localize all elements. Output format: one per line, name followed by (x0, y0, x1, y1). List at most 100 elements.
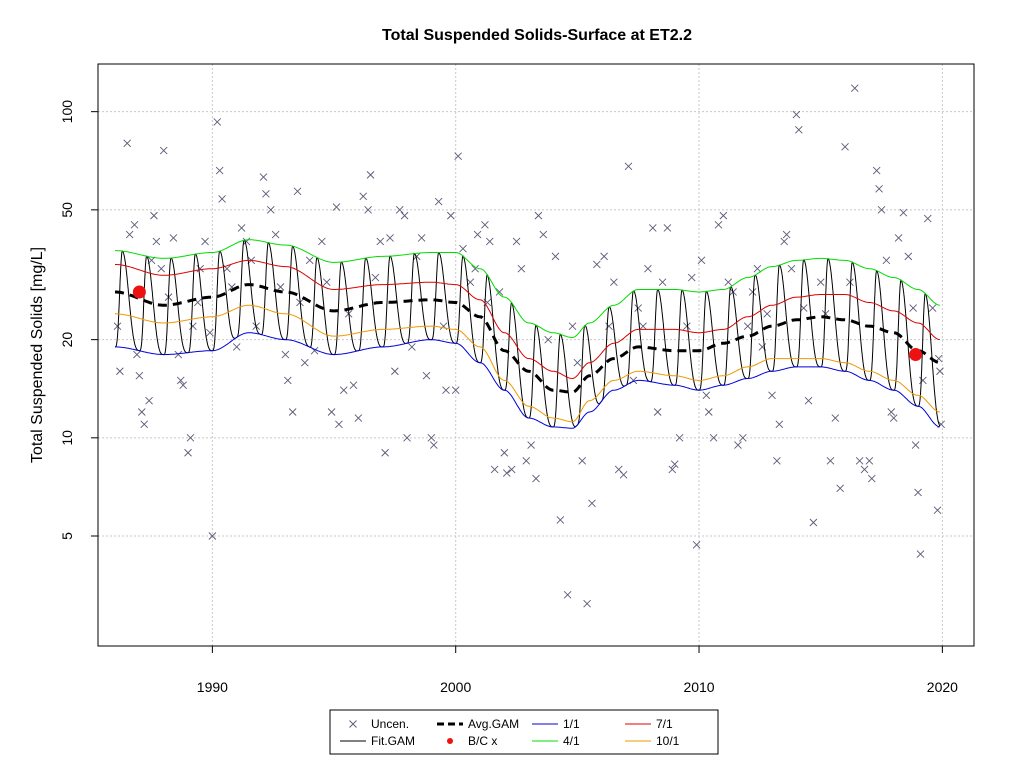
uncensored-point (442, 386, 450, 394)
fit-gam-line (115, 239, 941, 428)
uncensored-point (928, 304, 937, 312)
uncensored-point (714, 220, 723, 229)
uncensored-point (860, 465, 869, 474)
uncensored-point (266, 206, 275, 214)
legend-label: 4/1 (563, 734, 580, 748)
uncensored-point (133, 350, 141, 359)
uncensored-point (875, 185, 883, 193)
uncensored-point (371, 273, 380, 282)
grid-lines (98, 64, 974, 646)
uncensored-point (882, 256, 891, 265)
uncensored-point (517, 264, 526, 273)
legend-label: B/C x (468, 734, 497, 748)
uncensored-point (573, 358, 582, 367)
uncensored-point (724, 278, 733, 287)
uncensored-point (899, 208, 908, 217)
uncensored-point (157, 264, 166, 273)
uncensored-point (288, 408, 297, 416)
uncensored-point (364, 206, 372, 214)
uncensored-point (305, 256, 314, 265)
uncensored-point (451, 386, 460, 394)
uncensored-point (232, 343, 241, 351)
uncensored-point (447, 211, 455, 220)
uncensored-point (702, 391, 711, 400)
uncensored-points (113, 84, 945, 608)
uncensored-point (395, 206, 404, 214)
uncensored-point (429, 441, 438, 449)
uncensored-point (831, 414, 840, 422)
uncensored-point (145, 396, 153, 405)
uncensored-point (137, 408, 146, 416)
uncensored-point (763, 309, 771, 318)
legend-label: 10/1 (656, 734, 680, 748)
uncensored-point (850, 84, 859, 93)
uncensored-point (140, 420, 149, 429)
uncensored-point (259, 173, 268, 181)
legend-label: Avg.GAM (468, 717, 519, 731)
legend-label: 7/1 (656, 717, 673, 731)
uncensored-point (556, 516, 565, 524)
bc-point (132, 285, 146, 299)
uncensored-point (933, 506, 942, 514)
uncensored-point (914, 488, 922, 497)
uncensored-point (473, 230, 482, 239)
uncensored-point (262, 189, 270, 198)
uncensored-point (417, 234, 426, 242)
uncensored-point (648, 224, 657, 232)
series-1-1-line (115, 332, 940, 429)
uncensored-point (454, 152, 462, 161)
uncensored-point (135, 371, 144, 380)
uncensored-point (923, 214, 932, 223)
uncensored-point (123, 139, 132, 148)
uncensored-point (539, 230, 548, 239)
series-7-1-line (115, 259, 940, 380)
uncensored-point (768, 391, 776, 400)
uncensored-point (322, 278, 331, 287)
uncensored-point (237, 224, 246, 232)
uncensored-point (403, 434, 411, 442)
uncensored-point (644, 264, 652, 273)
uncensored-point (600, 252, 608, 261)
uncensored-point (534, 211, 543, 220)
x-tick-label: 1990 (197, 679, 228, 695)
uncensored-point (169, 234, 178, 242)
uncensored-point (551, 252, 560, 261)
uncensored-point (683, 322, 691, 330)
uncensored-point (327, 408, 336, 416)
uncensored-point (427, 434, 436, 442)
uncensored-point (775, 420, 784, 429)
y-tick-label: 10 (59, 430, 75, 446)
uncensored-point (593, 260, 601, 269)
x-tick-label: 2010 (683, 679, 714, 695)
uncensored-point (605, 322, 613, 330)
uncensored-point (130, 220, 139, 229)
uncensored-point (242, 237, 251, 246)
uncensored-point (208, 532, 217, 540)
uncensored-point (804, 396, 813, 405)
uncensored-point (318, 237, 326, 246)
uncensored-point (301, 358, 309, 367)
uncensored-point (904, 252, 913, 261)
uncensored-point (459, 244, 467, 253)
uncensored-point (719, 211, 728, 220)
uncensored-point (481, 220, 489, 229)
y-axis: 5 10 20 50 100 (59, 100, 99, 540)
uncensored-point (816, 278, 825, 287)
uncensored-point (841, 143, 849, 151)
uncensored-point (610, 278, 618, 287)
y-tick-label: 100 (59, 100, 75, 124)
uncensored-point (125, 230, 134, 239)
uncensored-point (485, 237, 494, 246)
uncensored-point (271, 230, 280, 239)
uncensored-point (215, 166, 224, 175)
uncensored-point (687, 273, 696, 282)
uncensored-point (568, 322, 577, 330)
uncensored-point (670, 460, 679, 469)
legend-label: Fit.GAM (371, 734, 415, 748)
uncensored-point (422, 371, 431, 380)
uncensored-point (794, 125, 803, 134)
uncensored-point (500, 448, 509, 457)
uncensored-point (527, 441, 535, 449)
uncensored-point (916, 550, 925, 558)
